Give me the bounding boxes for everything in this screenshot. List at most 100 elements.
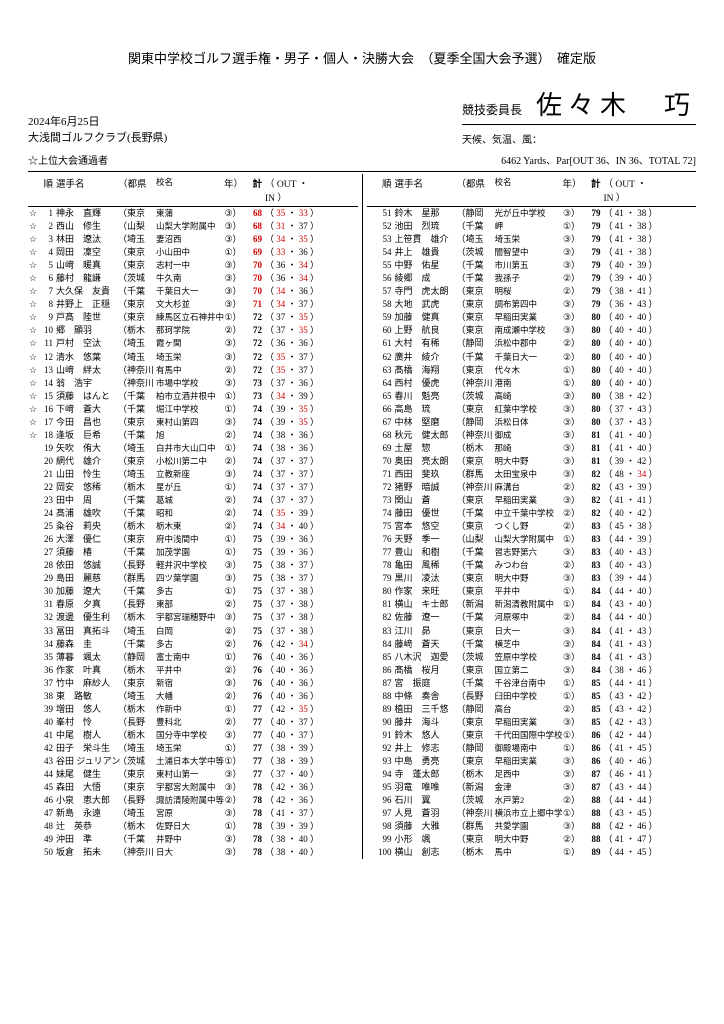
table-row: 95羽竜 唯唯（新潟金津③）87（ 43 ・ 44 ）: [367, 781, 697, 794]
table-row: ☆16下﨑 蒼大（千葉堀江中学校①）74（ 39 ・ 35 ）: [28, 403, 358, 416]
table-row: 38東 路敏（埼玉大幡②）76（ 40 ・ 36 ）: [28, 690, 358, 703]
table-row: 82佐藤 遼一（千葉河原塚中②）84（ 44 ・ 40 ）: [367, 611, 697, 624]
table-row: 71西田 斐玖（群馬太田宝泉中③）82（ 48 ・ 34 ）: [367, 468, 697, 481]
left-table: 順 選手名 （都県 校名 年） 計 （ OUT ・ IN ） ☆1神永 直輝（東…: [28, 174, 358, 859]
table-row: 48辻 英恭（栃木佐野日大①）78（ 39 ・ 39 ）: [28, 820, 358, 833]
judge-name: 佐々木 巧: [536, 85, 696, 122]
table-row: 32渡邊 優生利（栃木宇都宮瑞穂野中③）75（ 37 ・ 38 ）: [28, 611, 358, 624]
table-row: 93中島 勇亮（東京早稲田実業③）86（ 40 ・ 46 ）: [367, 755, 697, 768]
table-row: 100横山 創志（栃木馬中①）89（ 44 ・ 45 ）: [367, 846, 697, 859]
table-row: 29島田 麗慈（群馬四ツ葉学園③）75（ 38 ・ 37 ）: [28, 572, 358, 585]
table-row: 80作家 来旺（東京平井中①）84（ 44 ・ 40 ）: [367, 585, 697, 598]
left-header: 2024年6月25日 大浅間ゴルフクラブ(長野県): [28, 115, 167, 146]
table-row: 59加藤 健真（東京早稲田実業③）80（ 40 ・ 40 ）: [367, 311, 697, 324]
table-row: 21山田 怜生（埼玉立教新座③）74（ 37 ・ 37 ）: [28, 468, 358, 481]
table-row: 46小泉 恵大郎（長野諏訪清陵附属中等学校附属②）78（ 42 ・ 36 ）: [28, 794, 358, 807]
table-row: 23田中 周（千葉葛城②）74（ 37 ・ 37 ）: [28, 494, 358, 507]
col-year: 年）: [224, 176, 242, 204]
table-row: ☆5山﨑 暖真（東京志村一中③）70（ 36 ・ 34 ）: [28, 259, 358, 272]
table-row: 44妹尾 健生（東京東村山第一③）77（ 37 ・ 40 ）: [28, 768, 358, 781]
table-row: 56綾郷 成（千葉我孫子②）79（ 39 ・ 40 ）: [367, 272, 697, 285]
judge-label: 競技委員長: [462, 101, 522, 118]
table-row: 57寺門 虎太朗（東京明桜②）79（ 38 ・ 41 ）: [367, 285, 697, 298]
table-row: 77豊山 和樹（千葉習志野第六③）83（ 40 ・ 43 ）: [367, 546, 697, 559]
weather: 天候、気温、風：: [462, 131, 696, 146]
table-row: 96石川 翼（茨城水戸第2②）88（ 44 ・ 44 ）: [367, 794, 697, 807]
col-rank: 順: [38, 176, 56, 204]
table-row: 47新島 永遠（埼玉宮原③）78（ 41 ・ 37 ）: [28, 807, 358, 820]
col-outin: （ OUT ・ IN ）: [262, 176, 320, 204]
table-row: 55中野 佑星（千葉市川第五③）79（ 40 ・ 39 ）: [367, 259, 697, 272]
table-row: 63髙橋 海翔（東京代々木①）80（ 40 ・ 40 ）: [367, 364, 697, 377]
table-header: 順 選手名 （都県 校名 年） 計 （ OUT ・ IN ）: [28, 174, 358, 207]
table-row: 69土屋 惣（栃木那崎③）81（ 41 ・ 40 ）: [367, 442, 697, 455]
right-header: 競技委員長 佐々木 巧 天候、気温、風：: [462, 85, 696, 146]
table-row: 65春川 魁亮（茨城高崎③）80（ 38 ・ 42 ）: [367, 390, 697, 403]
table-row: 49沖田 準（千葉井野中③）78（ 38 ・ 40 ）: [28, 833, 358, 846]
table-row: 89植田 三千悠（静岡高台②）85（ 43 ・ 42 ）: [367, 703, 697, 716]
table-row: 84藤﨑 蒼天（千葉横芝中③）84（ 41 ・ 43 ）: [367, 638, 697, 651]
table-row: 67中林 堅磨（静岡浜松日体③）80（ 37 ・ 43 ）: [367, 416, 697, 429]
table-row: 62廣井 綾介（千葉千葉日大一②）80（ 40 ・ 40 ）: [367, 351, 697, 364]
table-row: 68秋元 健太郎（神奈川御成③）81（ 41 ・ 40 ）: [367, 429, 697, 442]
table-row: 92井上 修志（静岡御殿場南中①）86（ 41 ・ 45 ）: [367, 742, 697, 755]
table-row: ☆10郷 顯羽（栃木那珂学院②）72（ 37 ・ 35 ）: [28, 324, 358, 337]
table-row: 76天野 季一（山梨山梨大学附属中①）83（ 44 ・ 39 ）: [367, 533, 697, 546]
qualifier-note: ☆上位大会通過者: [28, 152, 108, 167]
table-row: 88中條 奏舎（長野臼田中学校①）85（ 43 ・ 42 ）: [367, 690, 697, 703]
table-row: 61大村 有稀（静岡浜松中郡中②）80（ 40 ・ 40 ）: [367, 337, 697, 350]
table-row: ☆1神永 直輝（東京東蒲③）68（ 35 ・ 33 ）: [28, 207, 358, 220]
table-row: 58大地 武虎（東京調布第四中③）79（ 36 ・ 43 ）: [367, 298, 697, 311]
table-row: 98須藤 大雅（群馬共愛学園③）88（ 42 ・ 46 ）: [367, 820, 697, 833]
table-row: 36作家 叶真（栃木平井中②）76（ 40 ・ 36 ）: [28, 664, 358, 677]
table-row: 34藤森 圭（千葉多古②）76（ 42 ・ 34 ）: [28, 638, 358, 651]
col-rank: 順: [377, 176, 395, 204]
table-header: 順 選手名 （都県 校名 年） 計 （ OUT ・ IN ）: [367, 174, 697, 207]
table-row: 81横山 キ⼠郎（新潟新潟清教附属中①）84（ 43 ・ 40 ）: [367, 598, 697, 611]
col-pref: （都県: [457, 176, 495, 204]
table-row: ☆4岡田 凜空（東京小山田中①）69（ 33 ・ 36 ）: [28, 246, 358, 259]
col-total: 計: [242, 176, 262, 204]
page-title: 関東中学校ゴルフ選手権・男子・個人・決勝大会 （夏季全国大会予選） 確定版: [28, 48, 696, 67]
table-row: ☆14翁 浩宇（神奈川市場中学校③）73（ 37 ・ 36 ）: [28, 377, 358, 390]
venue: 大浅間ゴルフクラブ(長野県): [28, 131, 167, 146]
table-row: ☆2西山 修生（山梨山梨大学附属中③）68（ 31 ・ 37 ）: [28, 220, 358, 233]
table-row: 52池田 烈琉（千葉岬①）79（ 41 ・ 38 ）: [367, 220, 697, 233]
table-row: 28依田 悠誠（長野軽井沢中学校③）75（ 38 ・ 37 ）: [28, 559, 358, 572]
table-row: ☆18逢坂 巨希（千葉旭②）74（ 38 ・ 36 ）: [28, 429, 358, 442]
table-row: 30加藤 遼大（千葉多古①）75（ 37 ・ 38 ）: [28, 585, 358, 598]
table-row: 22岡安 悠稀（栃木星が丘①）74（ 37 ・ 37 ）: [28, 481, 358, 494]
table-row: 91鈴木 悠人（東京千代田国際中学校①）86（ 42 ・ 44 ）: [367, 729, 697, 742]
results-tables: 順 選手名 （都県 校名 年） 計 （ OUT ・ IN ） ☆1神永 直輝（東…: [28, 174, 696, 859]
table-row: 19矢吹 侑大（埼玉白井市大山口中①）74（ 38 ・ 36 ）: [28, 442, 358, 455]
table-row: 42田子 栄斗生（埼玉埼玉栄①）77（ 38 ・ 39 ）: [28, 742, 358, 755]
table-row: 64西村 優虎（神奈川港南①）80（ 40 ・ 40 ）: [367, 377, 697, 390]
table-row: 79黒川 凌汰（東京明大中野③）83（ 39 ・ 44 ）: [367, 572, 697, 585]
table-row: 66高島 琉（東京紅葉中学校③）80（ 37 ・ 43 ）: [367, 403, 697, 416]
table-row: 70奥田 亮太朗（東京明大中野③）81（ 39 ・ 42 ）: [367, 455, 697, 468]
table-row: 90藤井 海斗（東京早稲田実業③）85（ 42 ・ 43 ）: [367, 716, 697, 729]
table-row: 75宮本 悠空（東京つくし野②）83（ 45 ・ 38 ）: [367, 520, 697, 533]
table-row: ☆3林田 遼汰（埼玉妻沼西③）69（ 34 ・ 35 ）: [28, 233, 358, 246]
table-row: 60上野 航良（東京南成瀬中学校③）80（ 40 ・ 40 ）: [367, 324, 697, 337]
table-row: 50坂倉 拓未（神奈川日大③）78（ 38 ・ 40 ）: [28, 846, 358, 859]
table-row: ☆15須藤 はんと（千葉柏市立酒井根中①）73（ 34 ・ 39 ）: [28, 390, 358, 403]
table-row: ☆12清水 悠葉（埼玉埼玉栄③）72（ 35 ・ 37 ）: [28, 351, 358, 364]
table-row: 78亀田 風稀（千葉みつわ台②）83（ 40 ・ 43 ）: [367, 559, 697, 572]
col-name: 選手名: [56, 176, 118, 204]
table-row: 94寺 蓬太郎（栃木足西中③）87（ 46 ・ 41 ）: [367, 768, 697, 781]
header: 2024年6月25日 大浅間ゴルフクラブ(長野県) 競技委員長 佐々木 巧 天候…: [28, 85, 696, 146]
col-pref: （都県: [118, 176, 156, 204]
date: 2024年6月25日: [28, 115, 167, 130]
table-row: 25粂谷 莉央（栃木栃木東②）74（ 34 ・ 40 ）: [28, 520, 358, 533]
table-row: 97人見 蒼羽（神奈川横浜市立上郷中学校①）88（ 43 ・ 45 ）: [367, 807, 697, 820]
col-year: 年）: [563, 176, 581, 204]
table-row: 51鈴木 星那（静岡光が丘中学校③）79（ 41 ・ 38 ）: [367, 207, 697, 220]
table-row: 86髙橋 桜月（東京国立第二③）84（ 38 ・ 46 ）: [367, 664, 697, 677]
table-row: 83江川 昴（東京日大一③）84（ 41 ・ 43 ）: [367, 625, 697, 638]
table-row: 33冨田 真拓斗（埼玉白岡②）75（ 37 ・ 38 ）: [28, 625, 358, 638]
table-row: ☆7大久保 友貴（千葉千葉日大一③）70（ 34 ・ 36 ）: [28, 285, 358, 298]
col-outin: （ OUT ・ IN ）: [601, 176, 659, 204]
col-name: 選手名: [395, 176, 457, 204]
table-row: 41中尾 樹人（栃木国分寺中学校③）77（ 40 ・ 37 ）: [28, 729, 358, 742]
